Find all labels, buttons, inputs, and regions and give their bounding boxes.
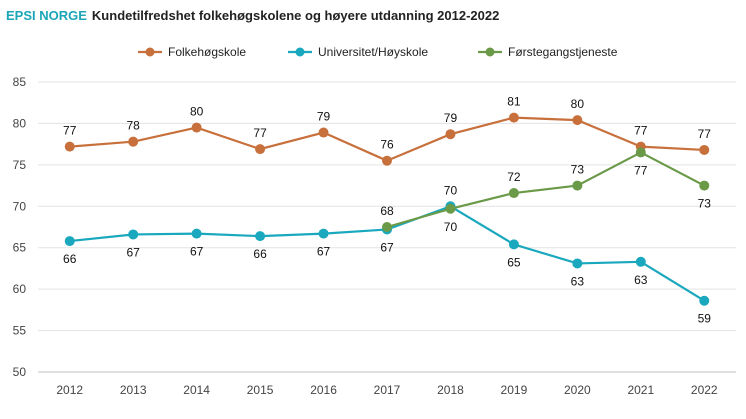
- x-tick-label: 2018: [437, 383, 464, 397]
- data-point: [382, 222, 392, 232]
- chart-title: Kundetilfredshet folkehøgskolene og høye…: [91, 8, 500, 23]
- data-point: [255, 144, 266, 155]
- x-tick-label: 2013: [120, 383, 147, 397]
- data-point: [508, 188, 519, 199]
- data-label: 67: [127, 245, 141, 259]
- x-tick-label: 2016: [310, 383, 337, 397]
- data-point: [128, 229, 139, 240]
- data-label: 77: [63, 124, 77, 138]
- y-tick-label: 70: [13, 199, 27, 213]
- data-point: [191, 228, 202, 239]
- legend-swatch-marker: [485, 47, 495, 57]
- x-tick-label: 2012: [56, 383, 83, 397]
- data-label: 73: [571, 163, 585, 177]
- data-label: 79: [317, 110, 331, 124]
- data-point: [64, 236, 75, 247]
- data-label: 70: [444, 183, 458, 197]
- data-point: [445, 203, 456, 214]
- x-tick-label: 2019: [501, 383, 528, 397]
- data-point: [572, 115, 583, 126]
- chart-title-row: EPSI NORGE Kundetilfredshet folkehøgskole…: [6, 8, 499, 23]
- data-label: 72: [507, 170, 521, 184]
- data-label: 59: [698, 312, 712, 326]
- legend-label: Førstegangstjeneste: [508, 45, 618, 59]
- data-label: 68: [380, 204, 394, 218]
- legend-label: Universitet/Høyskole: [318, 45, 428, 59]
- y-tick-label: 55: [13, 324, 27, 338]
- series-line: [386, 151, 705, 229]
- x-tick-label: 2022: [691, 383, 718, 397]
- data-label: 63: [634, 273, 648, 287]
- x-tick-label: 2017: [374, 383, 401, 397]
- data-point: [699, 295, 710, 306]
- data-label: 76: [380, 138, 394, 152]
- data-point: [64, 141, 75, 152]
- data-point: [572, 180, 583, 191]
- data-point: [572, 258, 583, 269]
- data-point: [635, 256, 646, 267]
- data-label: 67: [190, 245, 204, 259]
- legend-swatch-marker: [295, 47, 305, 57]
- data-label: 77: [634, 163, 648, 177]
- y-tick-label: 85: [13, 75, 27, 89]
- data-point: [255, 231, 266, 242]
- data-label: 77: [253, 126, 267, 140]
- data-point: [635, 147, 646, 158]
- data-label: 80: [190, 105, 204, 119]
- data-label: 78: [127, 119, 141, 133]
- data-label: 67: [317, 245, 331, 259]
- y-tick-label: 65: [13, 241, 27, 255]
- data-label: 73: [698, 197, 712, 211]
- data-label: 65: [507, 255, 521, 269]
- data-point: [128, 136, 139, 147]
- y-tick-label: 60: [13, 282, 27, 296]
- data-point: [318, 127, 329, 138]
- y-tick-label: 80: [13, 116, 27, 130]
- y-tick-label: 75: [13, 158, 27, 172]
- data-label: 63: [571, 274, 585, 288]
- data-point: [445, 129, 456, 140]
- brand-label: EPSI NORGE: [6, 8, 87, 23]
- data-label: 79: [444, 111, 458, 125]
- data-label: 66: [253, 247, 267, 261]
- data-point: [508, 112, 519, 123]
- x-tick-label: 2014: [183, 383, 210, 397]
- x-tick-label: 2015: [247, 383, 274, 397]
- legend-label: Folkehøgskole: [168, 45, 246, 59]
- data-label: 81: [507, 95, 521, 109]
- data-label: 80: [571, 97, 585, 111]
- data-point: [508, 239, 519, 250]
- data-point: [318, 228, 329, 239]
- data-label: 70: [444, 220, 458, 234]
- x-tick-label: 2021: [627, 383, 654, 397]
- y-tick-label: 50: [13, 365, 27, 379]
- data-label: 66: [63, 252, 77, 266]
- x-tick-label: 2020: [564, 383, 591, 397]
- data-label: 77: [698, 127, 712, 141]
- data-point: [699, 180, 710, 191]
- data-label: 77: [634, 124, 648, 138]
- data-point: [191, 122, 202, 133]
- legend-swatch-marker: [145, 47, 155, 57]
- data-point: [699, 144, 710, 155]
- data-point: [382, 155, 392, 166]
- data-label: 67: [380, 240, 394, 254]
